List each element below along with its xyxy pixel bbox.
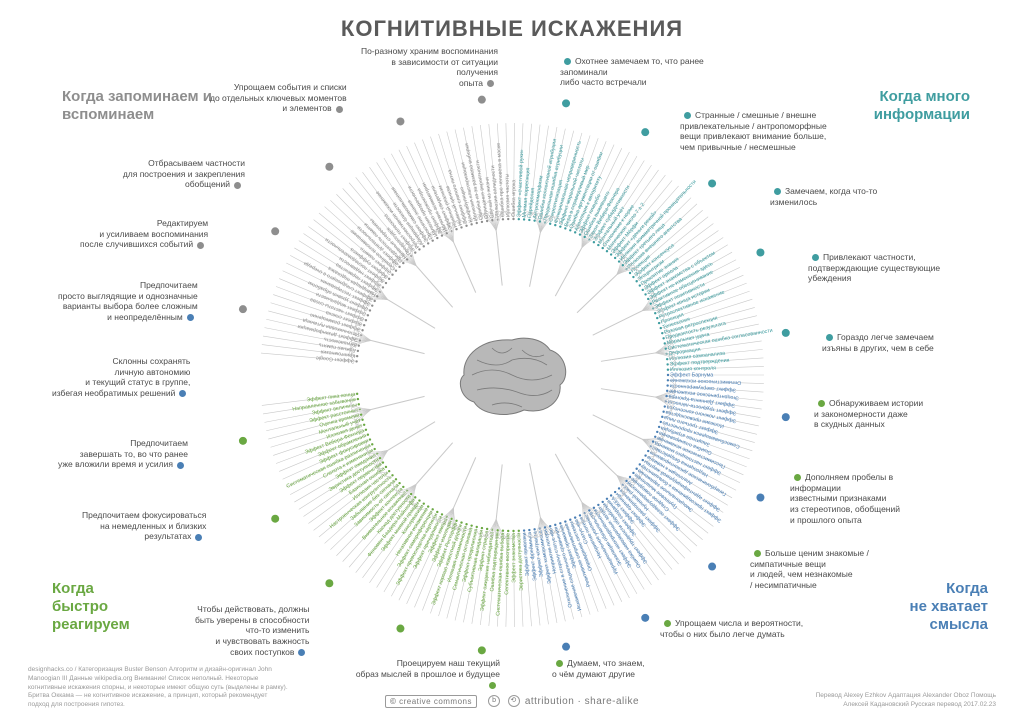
subgroup-text: Отбрасываем частности для построения и з…: [123, 158, 245, 189]
subgroup-text: Больше ценим знакомые / симпатичные вещи…: [750, 548, 869, 590]
subgroup-text: Гораздо легче замечаем изъяны в других, …: [822, 332, 934, 353]
subgroup-text: Замечаем, когда что-то изменилось: [770, 186, 877, 207]
subgroup-label: Упрощаем числа и вероятности, чтобы о ни…: [660, 618, 803, 639]
subgroup-dot-icon: [818, 400, 825, 407]
footer-license: © creative commons b ⟲ attribution · sha…: [0, 695, 1024, 708]
subgroup-text: Чтобы действовать, должны быть уверены в…: [195, 604, 309, 657]
subgroup-dot-icon: [336, 106, 343, 113]
subgroup-label: Дополняем пробелы в информации известным…: [790, 472, 940, 525]
subgroup-text: Склонны сохранять личную автономию и тек…: [52, 356, 190, 398]
subgroup-text: Дополняем пробелы в информации известным…: [790, 472, 900, 525]
sa-icon: ⟲: [508, 695, 520, 707]
subgroup-text: Упрощаем числа и вероятности, чтобы о ни…: [660, 618, 803, 639]
subgroup-label: Склонны сохранять личную автономию и тек…: [52, 356, 190, 399]
subgroup-text: По-разному храним воспоминания в зависим…: [361, 46, 498, 88]
subgroup-label: Обнаруживаем истории и закономерности да…: [814, 398, 923, 430]
subgroup-dot-icon: [774, 188, 781, 195]
subgroup-text: Редактируем и усиливаем воспоминания пос…: [80, 218, 208, 249]
subgroup-label: Гораздо легче замечаем изъяны в других, …: [822, 332, 934, 353]
subgroup-text: Предпочитаем завершать то, во что ранее …: [58, 438, 188, 469]
subgroup-label: Отбрасываем частности для построения и з…: [95, 158, 245, 190]
subgroup-label: Больше ценим знакомые / симпатичные вещи…: [750, 548, 869, 591]
subgroup-dot-icon: [298, 649, 305, 656]
subgroup-text: Упрощаем события и списки до отдельных к…: [210, 82, 347, 113]
subgroup-text: Предпочитаем просто выглядящие и однозна…: [58, 280, 198, 322]
subgroup-text: Предпочитаем фокусироваться на немедленн…: [82, 510, 206, 541]
subgroup-text: Обнаруживаем истории и закономерности да…: [814, 398, 923, 429]
subgroup-label: Охотнее замечаем то, что ранее запоминал…: [560, 56, 710, 88]
subgroup-label: По-разному храним воспоминания в зависим…: [348, 46, 498, 89]
subgroup-label: Думаем, что знаем, о чём думают другие: [552, 658, 645, 679]
subgroup-label: Привлекают частности, подтверждающие сущ…: [808, 252, 940, 284]
subgroup-label: Предпочитаем просто выглядящие и однозна…: [58, 280, 198, 323]
subgroup-label: Упрощаем события и списки до отдельных к…: [210, 82, 347, 114]
subgroup-text: Охотнее замечаем то, что ранее запоминал…: [560, 56, 704, 87]
subgroup-text: Странные / смешные / внешне привлекатель…: [680, 110, 827, 152]
subgroup-label: Чтобы действовать, должны быть уверены в…: [195, 604, 309, 657]
subgroup-label: Предпочитаем фокусироваться на немедленн…: [82, 510, 206, 542]
quadrant-label-q-memory: Когда запоминаем и вспоминаем: [62, 88, 232, 124]
subgroup-dot-icon: [187, 314, 194, 321]
cc-badge: © creative commons: [385, 695, 477, 708]
subgroup-dot-icon: [684, 112, 691, 119]
subgroup-dot-icon: [754, 550, 761, 557]
subgroup-dot-icon: [195, 534, 202, 541]
subgroup-label: Странные / смешные / внешне привлекатель…: [680, 110, 827, 153]
subgroup-dot-icon: [826, 334, 833, 341]
subgroup-dot-icon: [812, 254, 819, 261]
leaf-label: Эффект знакомства: [511, 533, 517, 583]
diagram-stage: КОГНИТИВНЫЕ ИСКАЖЕНИЯ Эффект GoogleКрипт…: [0, 0, 1024, 724]
subgroup-text: Думаем, что знаем, о чём думают другие: [552, 658, 645, 679]
by-icon: b: [488, 695, 500, 707]
subgroup-label: Предпочитаем завершать то, во что ранее …: [58, 438, 188, 470]
subgroup-dot-icon: [487, 80, 494, 87]
subgroup-text: Проецируем наш текущий образ мыслей в пр…: [356, 658, 500, 679]
subgroup-dot-icon: [556, 660, 563, 667]
subgroup-dot-icon: [489, 682, 496, 689]
subgroup-label: Редактируем и усиливаем воспоминания пос…: [80, 218, 208, 250]
subgroup-label: Замечаем, когда что-то изменилось: [770, 186, 920, 207]
brain-illustration: [452, 330, 572, 420]
subgroup-label: Проецируем наш текущий образ мыслей в пр…: [350, 658, 500, 690]
subgroup-dot-icon: [234, 182, 241, 189]
subgroup-dot-icon: [179, 390, 186, 397]
subgroup-dot-icon: [197, 242, 204, 249]
subgroup-dot-icon: [564, 58, 571, 65]
license-text: attribution · share-alike: [525, 696, 639, 707]
subgroup-dot-icon: [177, 462, 184, 469]
subgroup-dot-icon: [794, 474, 801, 481]
subgroup-dot-icon: [664, 620, 671, 627]
subgroup-text: Привлекают частности, подтверждающие сущ…: [808, 252, 940, 283]
